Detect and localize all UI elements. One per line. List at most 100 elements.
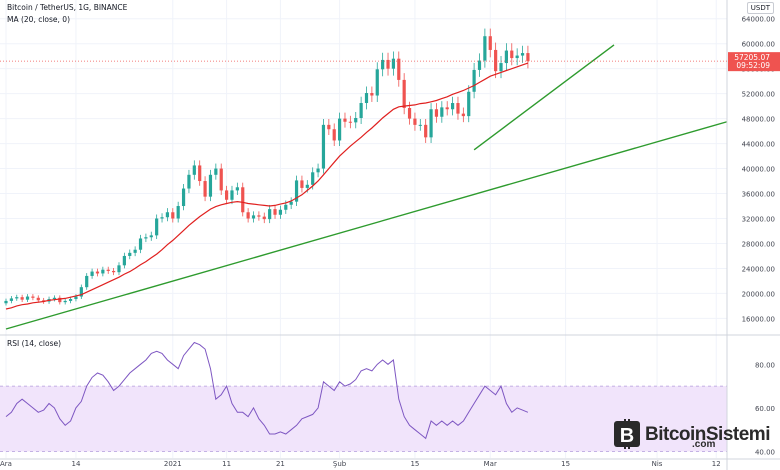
candle-body [348, 121, 352, 123]
candle-body [15, 297, 19, 299]
time-tick-label: 2021 [164, 460, 182, 468]
candle-body [311, 172, 315, 185]
rsi-legend[interactable]: RSI (14, close) [7, 339, 62, 348]
candle-body [273, 209, 277, 215]
candle-body [337, 118, 342, 141]
candle-body [499, 63, 503, 72]
candle-body [300, 180, 304, 188]
candle-body [214, 168, 218, 175]
candle-body [278, 209, 283, 215]
candle-body [25, 296, 30, 300]
candle-body [461, 113, 465, 117]
time-tick-label: 12 [712, 460, 721, 468]
candlestick-series [4, 28, 530, 306]
candle-body [79, 287, 83, 297]
last-price-value: 57205.07 [734, 53, 770, 62]
candle-body [58, 297, 62, 303]
candle-body [445, 107, 449, 110]
candle-body [515, 55, 519, 59]
time-tick-label: Nis [652, 460, 663, 468]
chart-title[interactable]: Bitcoin / TetherUS, 1G, BINANCE [7, 3, 128, 12]
candle-body [381, 59, 385, 70]
svg-text:B: B [620, 425, 634, 447]
price-tick-label: 40000.00 [742, 166, 775, 174]
candle-body [397, 58, 401, 80]
candle-body [305, 184, 309, 188]
candle-body [203, 181, 207, 197]
candle-body [241, 187, 245, 213]
candle-body [85, 275, 89, 288]
candle-body [149, 235, 153, 238]
candle-body [187, 174, 191, 189]
candle-body [407, 108, 412, 119]
time-tick-label: 15 [561, 460, 570, 468]
candle-body [31, 296, 35, 298]
candle-body [504, 50, 508, 64]
ma-legend[interactable]: MA (20, close, 0) [7, 15, 71, 24]
candle-body [316, 168, 320, 173]
candle-body [192, 165, 196, 175]
watermark-brand: BitcoinSistemi [645, 423, 770, 445]
watermark: B BitcoinSistemi .com [612, 419, 770, 450]
candle-body [20, 297, 24, 300]
candle-body [343, 118, 347, 122]
candle-body [122, 255, 126, 266]
candle-body [95, 271, 100, 274]
candle-body [424, 124, 428, 138]
price-tick-label: 16000.00 [742, 315, 775, 323]
time-tick-label: Ara [0, 460, 12, 468]
candle-body [402, 79, 406, 109]
candle-body [268, 209, 272, 220]
rsi-pane [0, 341, 727, 452]
candle-body [526, 53, 530, 62]
candle-body [472, 69, 476, 92]
time-tick-label: Şub [333, 460, 347, 468]
candle-body [74, 296, 78, 300]
time-tick-label: 14 [71, 460, 80, 468]
rsi-tick-label: 80.00 [755, 361, 775, 369]
candle-body [294, 180, 299, 202]
candle-body [510, 50, 514, 59]
candle-body [440, 107, 444, 117]
countdown-value: 09:52:09 [736, 61, 770, 70]
candle-body [68, 299, 73, 301]
candle-body [101, 269, 105, 274]
candle-body [36, 297, 40, 301]
candle-body [413, 118, 417, 125]
currency-badge[interactable]: USDT [746, 2, 774, 14]
candle-body [370, 93, 374, 96]
candle-body [494, 49, 498, 72]
candle-body [235, 187, 239, 191]
candle-body [391, 58, 396, 69]
candle-body [332, 129, 336, 141]
candle-body [144, 237, 148, 239]
candle-body [251, 215, 256, 219]
candle-body [456, 103, 460, 114]
candle-body [289, 201, 293, 205]
candle-body [198, 165, 202, 182]
price-tick-label: 48000.00 [742, 116, 775, 124]
trendline [473, 44, 615, 151]
candle-body [112, 270, 116, 273]
time-tick-label: 21 [276, 460, 285, 468]
candle-body [230, 190, 234, 200]
candle-body [219, 168, 223, 191]
candle-body [483, 36, 487, 61]
grid-lines [0, 0, 727, 458]
time-tick-label: 11 [222, 460, 231, 468]
ma-line [5, 62, 529, 310]
candle-body [181, 188, 186, 207]
candle-body [467, 91, 471, 117]
candle-body [63, 300, 67, 303]
rsi-line [5, 341, 529, 440]
candle-body [477, 60, 482, 70]
bitcoin-logo-icon: B [614, 419, 640, 449]
candle-body [246, 212, 250, 219]
candle-body [429, 109, 433, 138]
candle-body [171, 212, 175, 219]
rsi-band [0, 386, 727, 452]
candle-body [138, 238, 143, 250]
